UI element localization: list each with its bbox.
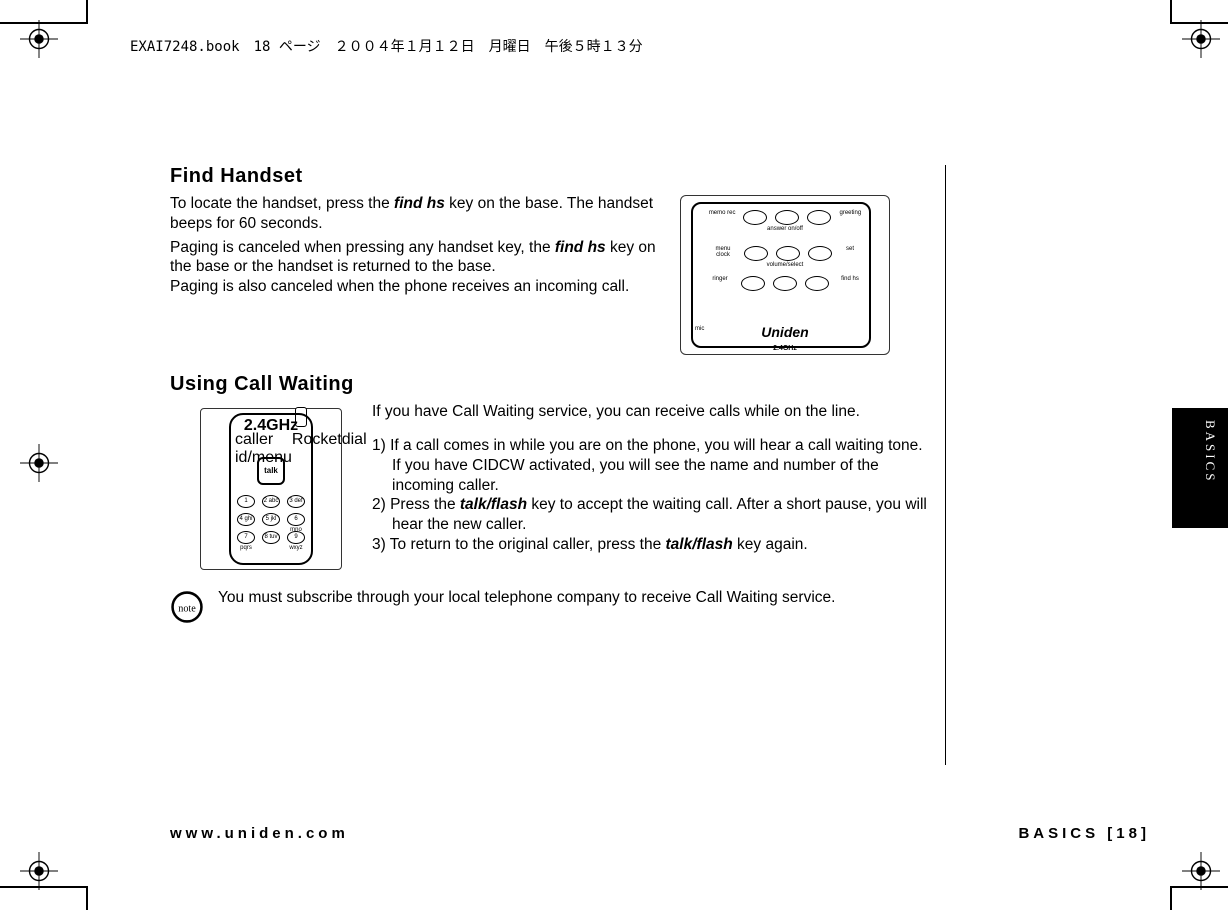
registration-mark-icon xyxy=(1182,852,1220,890)
registration-mark-icon xyxy=(20,852,58,890)
keypad-key: 7 pqrs xyxy=(237,531,255,544)
keypad-key: 2 abc xyxy=(262,495,280,508)
note-text: You must subscribe through your local te… xyxy=(218,588,908,608)
crop-mark xyxy=(1170,0,1172,24)
base-unit-diagram: memo rec greeting answer on/off menu clo… xyxy=(680,195,890,355)
section2-body: If you have Call Waiting service, you ca… xyxy=(372,402,932,570)
label: memo rec xyxy=(709,210,736,225)
text: Paging is also canceled when the phone r… xyxy=(170,277,665,297)
label: volume/select xyxy=(681,262,889,268)
label: menu clock xyxy=(710,246,736,261)
section-tab: BASICS xyxy=(1172,408,1228,528)
text: 2) Press the xyxy=(372,496,460,513)
brand-sub: 2.4GHz xyxy=(773,345,797,352)
crop-mark xyxy=(86,0,88,24)
keypad-key: 8 tuv xyxy=(262,531,280,544)
text: Paging is canceled when pressing any han… xyxy=(170,239,555,256)
registration-mark-icon xyxy=(20,20,58,58)
registration-mark-icon xyxy=(20,444,58,482)
handset-diagram: 2.4GHz caller id/menu Rocketdial talk 1 … xyxy=(200,408,342,570)
key-name: find hs xyxy=(555,239,606,256)
keypad-key: 5 jkl xyxy=(262,513,280,526)
page-content: Find Handset To locate the handset, pres… xyxy=(170,165,945,624)
keypad-key: 4 ghi xyxy=(237,513,255,526)
keypad-key: 6 mno xyxy=(287,513,305,526)
note-icon: note xyxy=(170,590,204,624)
footer-url: www.uniden.com xyxy=(170,825,349,842)
label: greeting xyxy=(839,210,861,225)
text: If you have Call Waiting service, you ca… xyxy=(372,402,932,422)
talk-button-icon: talk xyxy=(257,457,285,485)
step: 1) If a call comes in while you are on t… xyxy=(372,436,932,495)
section-title-call-waiting: Using Call Waiting xyxy=(170,373,945,396)
right-rule xyxy=(945,165,946,765)
crop-mark xyxy=(1170,886,1172,910)
keypad-key: 1 xyxy=(237,495,255,508)
label: mic xyxy=(695,326,704,332)
page-footer: www.uniden.com BASICS [18] xyxy=(170,825,1150,842)
section-title-find-handset: Find Handset xyxy=(170,165,945,188)
key-name: find hs xyxy=(394,195,445,212)
svg-text:note: note xyxy=(178,603,196,614)
print-header-line: EXAI7248.book 18 ページ ２００４年１月１２日 月曜日 午後５時… xyxy=(130,36,643,56)
text: 3) To return to the original caller, pre… xyxy=(372,536,666,553)
key-name: talk/flash xyxy=(460,496,527,513)
keypad-key: 9 wxyz xyxy=(287,531,305,544)
keypad-key: 3 def xyxy=(287,495,305,508)
label: Rocketdial xyxy=(292,431,367,467)
label: answer on/off xyxy=(681,226,889,232)
label: set xyxy=(840,246,860,261)
label: ringer xyxy=(707,276,733,291)
section-tab-label: BASICS xyxy=(1202,420,1218,484)
section1-body: To locate the handset, press the find hs… xyxy=(170,194,665,297)
registration-mark-icon xyxy=(1182,20,1220,58)
crop-mark xyxy=(86,886,88,910)
text: To locate the handset, press the xyxy=(170,195,394,212)
note-block: note You must subscribe through your loc… xyxy=(170,588,945,624)
key-name: talk/flash xyxy=(666,536,733,553)
text: key again. xyxy=(733,536,808,553)
footer-page: BASICS [18] xyxy=(1018,825,1150,842)
label: find hs xyxy=(837,276,863,291)
brand-label: Uniden xyxy=(761,324,808,340)
